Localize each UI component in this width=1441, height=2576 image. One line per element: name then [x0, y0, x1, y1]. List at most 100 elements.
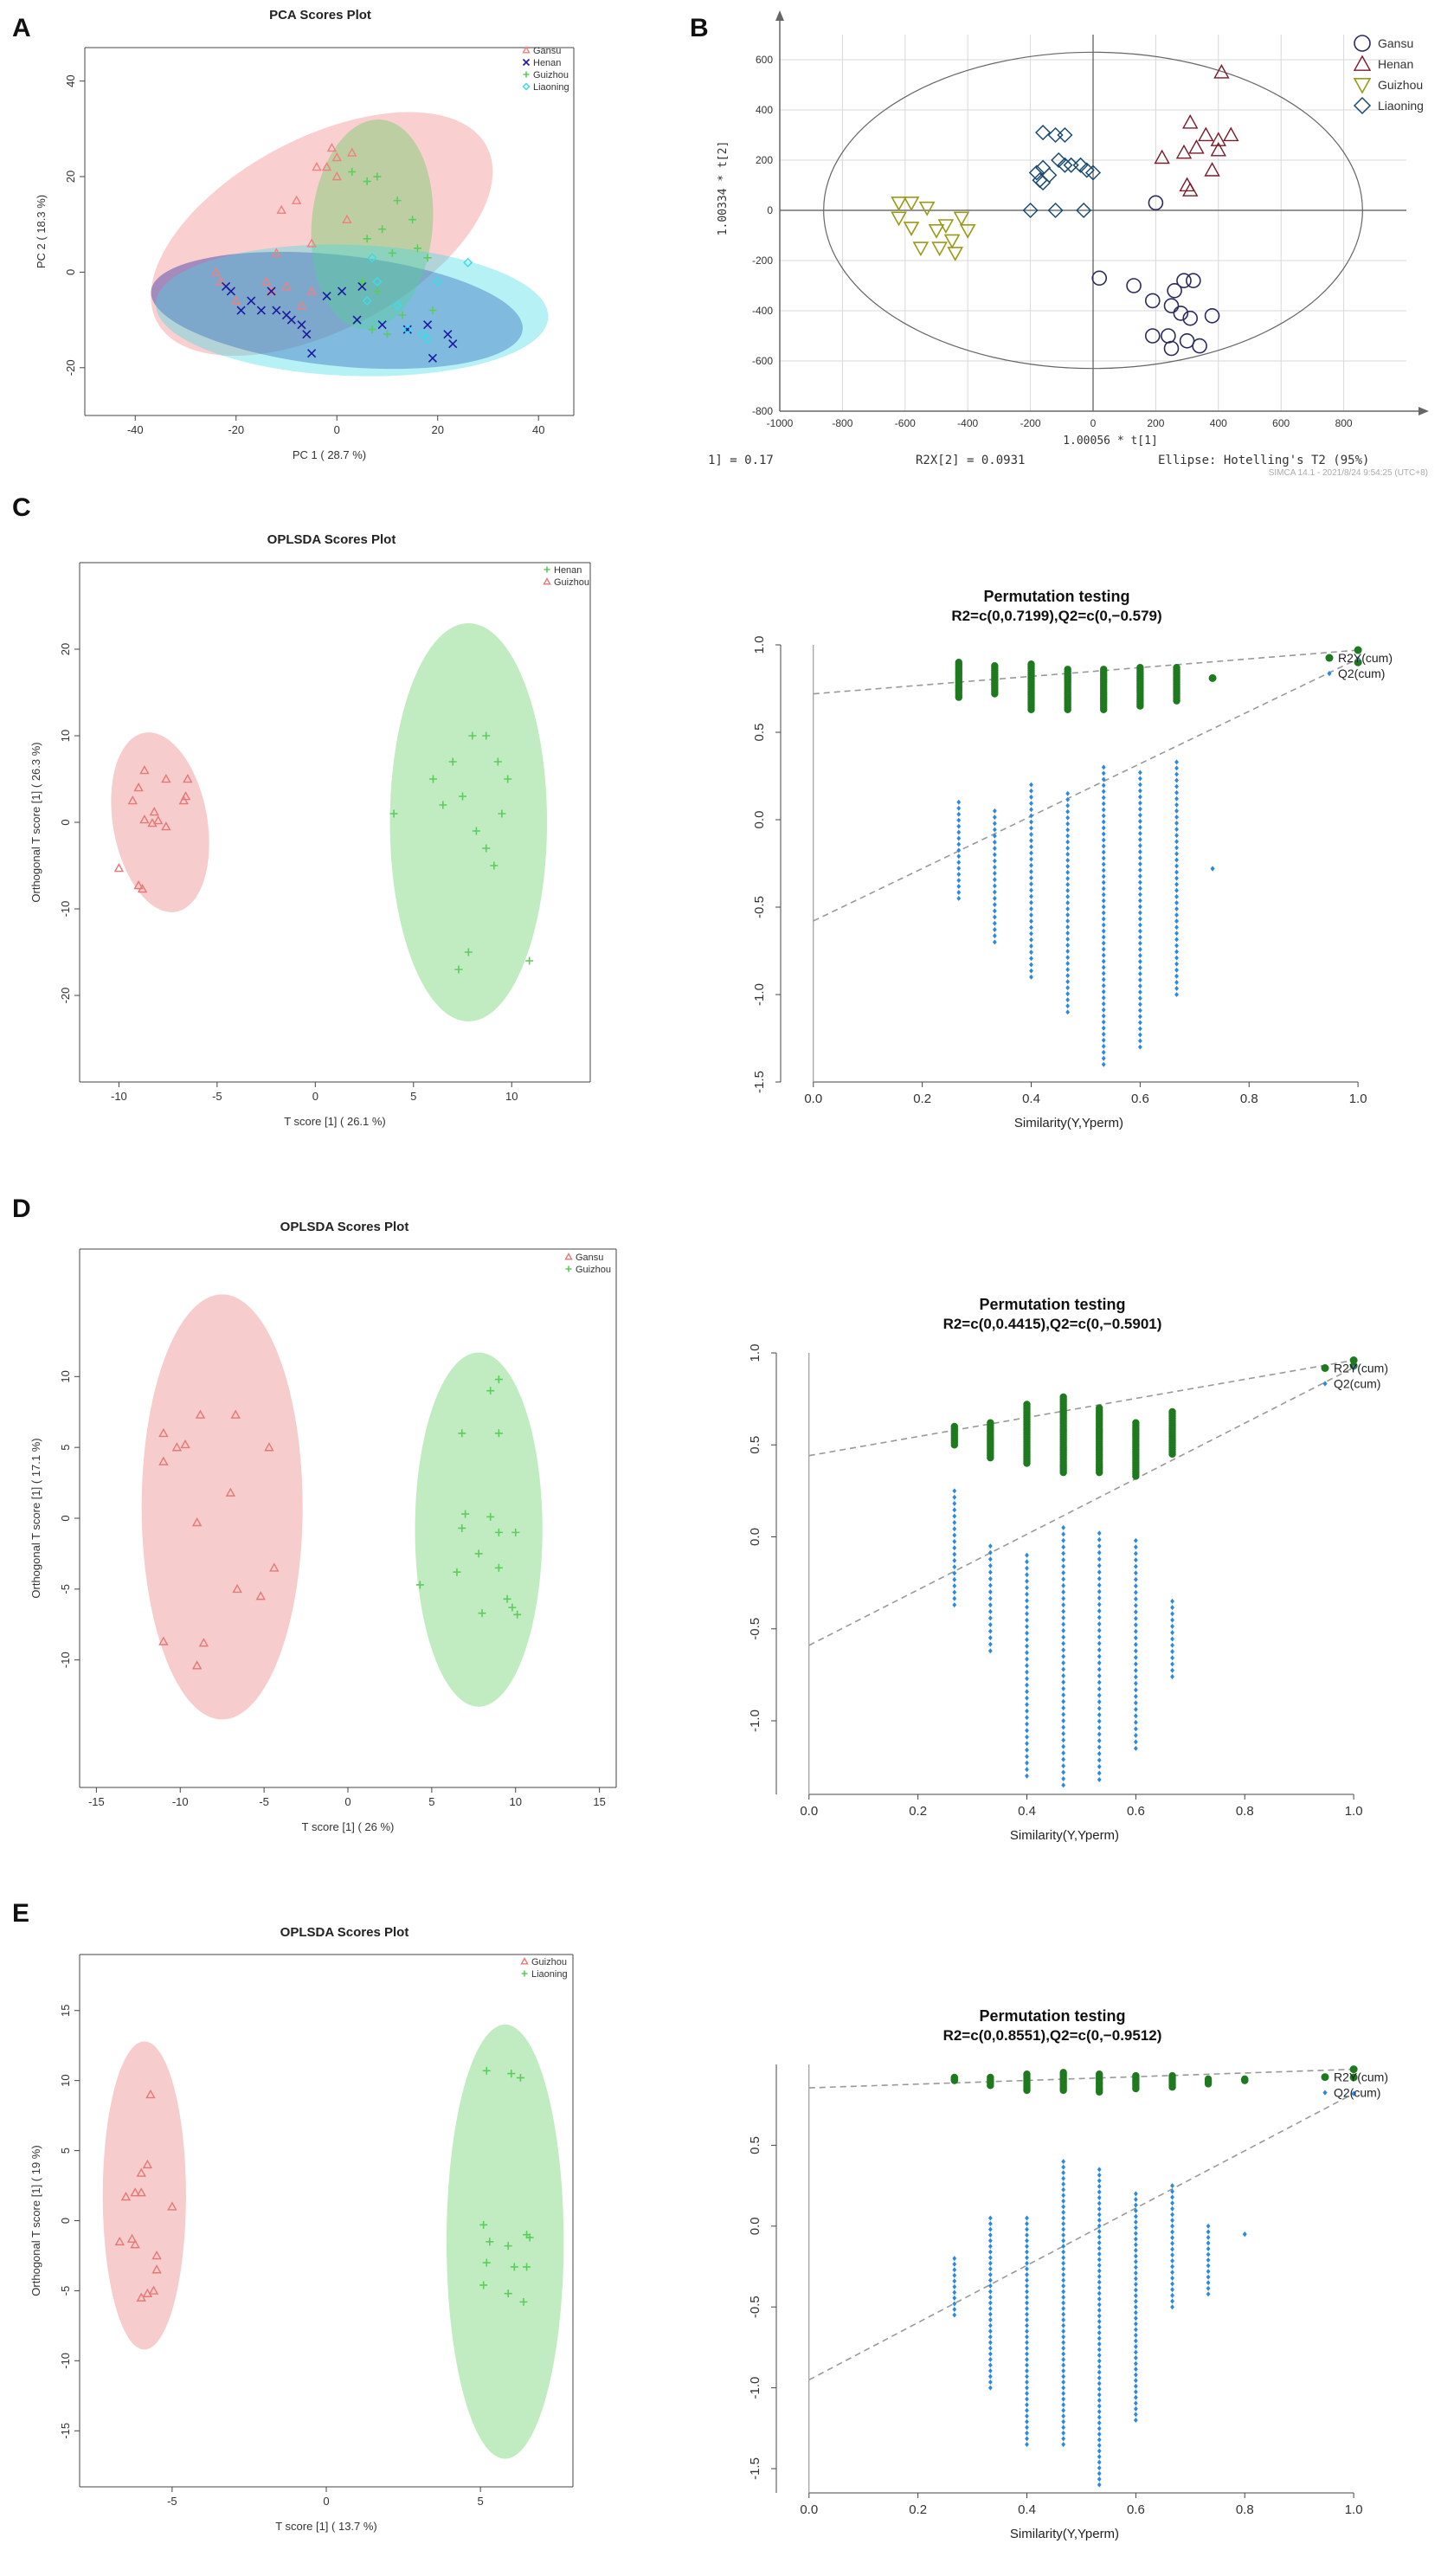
q2-point — [1101, 898, 1106, 904]
x-tick-label: -5 — [259, 1795, 269, 1808]
point-henan — [402, 325, 412, 334]
x-tick-label: 0.8 — [1240, 1092, 1258, 1106]
point-guizhou — [151, 2264, 162, 2274]
q2-point — [1133, 1550, 1138, 1556]
q2-point — [952, 2256, 957, 2262]
point-guizhou — [357, 277, 366, 286]
q2-point — [1170, 2252, 1174, 2258]
q2-point — [1101, 1037, 1106, 1043]
legend-marker-henan — [544, 566, 550, 573]
point-liaoning — [525, 2233, 534, 2242]
r2y-point — [955, 659, 963, 667]
q2-point — [992, 833, 997, 839]
point-gansu — [255, 1591, 266, 1600]
panel-label: E — [12, 1899, 29, 1928]
q2-point — [1061, 2289, 1066, 2295]
q2-point — [1206, 2274, 1211, 2280]
q2-point — [1065, 881, 1071, 887]
q2-point — [952, 1545, 957, 1551]
point-liaoning — [463, 257, 473, 267]
legend-marker-q2 — [1327, 670, 1332, 677]
q2-point — [1097, 1692, 1102, 1698]
x-tick-label: 5 — [410, 1090, 416, 1103]
q2-point — [987, 1608, 993, 1614]
q2-point — [1061, 1602, 1066, 1608]
q2-point — [1061, 2322, 1066, 2328]
q2-point — [1170, 2275, 1174, 2281]
q2-point — [1025, 2385, 1029, 2391]
point-gansu — [321, 162, 332, 171]
q2-point — [1097, 2465, 1102, 2471]
point-guizhou — [458, 1523, 466, 1532]
x-tick-label: 0.2 — [909, 1804, 927, 1819]
q2-point — [1097, 1627, 1102, 1633]
q2-point — [1029, 899, 1033, 905]
point-gansu — [306, 238, 317, 248]
q2-point — [1137, 1038, 1142, 1044]
q2-point — [1101, 819, 1106, 825]
x-tick-label: 10 — [510, 1795, 522, 1808]
q2-point — [956, 872, 962, 878]
point-gansu — [342, 214, 352, 224]
q2-point — [1101, 1001, 1106, 1007]
q2-point — [987, 2367, 993, 2373]
q2-point — [1101, 861, 1106, 867]
q2-point — [987, 2232, 993, 2238]
q2-point — [1025, 2413, 1029, 2419]
point-henan — [1204, 162, 1220, 177]
q2-point — [1097, 2172, 1102, 2178]
point-henan — [1182, 182, 1199, 196]
r2y-point — [1168, 1407, 1176, 1416]
q2-point — [1097, 2302, 1102, 2308]
point-guizhou — [388, 248, 396, 257]
q2-point — [1061, 1743, 1066, 1749]
q2-point — [1097, 1757, 1102, 1763]
y-tick-label: 10 — [59, 2074, 72, 2086]
q2-point — [952, 1576, 957, 1582]
q2-point — [1101, 958, 1106, 964]
q2-point — [1133, 1557, 1138, 1563]
q2-point — [1137, 770, 1142, 776]
q2-point — [1061, 2340, 1066, 2346]
q2-point — [1210, 866, 1215, 872]
q2-point — [1137, 886, 1142, 892]
point-gansu — [312, 162, 322, 171]
q2-point — [1025, 1754, 1029, 1760]
q2-point — [1206, 2229, 1211, 2235]
q2-point — [1174, 924, 1179, 931]
q2-point — [1137, 1001, 1142, 1008]
point-gansu — [231, 295, 241, 305]
legend-label-liaoning: Liaoning — [531, 1969, 568, 1980]
q2-point — [1025, 2367, 1029, 2373]
point-liaoning — [504, 2242, 512, 2251]
y-tick-label: -1.0 — [748, 1710, 762, 1732]
point-gansu — [158, 1636, 169, 1645]
q2-point — [1097, 1569, 1102, 1575]
ellipse-liaoning — [155, 244, 549, 377]
q2-point — [1174, 771, 1179, 777]
q2-point — [1097, 2217, 1102, 2223]
q2-point — [1097, 2183, 1102, 2189]
point-guizhou — [494, 1528, 503, 1536]
q2-point — [1206, 2280, 1211, 2286]
q2-point — [952, 1602, 957, 1608]
r2y-point — [1096, 1404, 1103, 1412]
q2-point — [992, 914, 997, 920]
q2-point — [1097, 2279, 1102, 2285]
q2-point — [1097, 1556, 1102, 1562]
q2-point — [1097, 2285, 1102, 2291]
point-gansu — [261, 276, 272, 286]
q2-point — [1133, 2270, 1138, 2276]
q2-point — [1097, 2200, 1102, 2206]
x-tick-label: -400 — [957, 417, 978, 429]
q2-point — [1061, 2283, 1066, 2289]
r2y-point — [1136, 664, 1144, 672]
q2-point — [987, 2289, 993, 2295]
q2-point — [1097, 2178, 1102, 2184]
point-gansu — [1176, 273, 1192, 289]
q2-point — [1065, 1003, 1071, 1009]
point-liaoning — [1057, 126, 1073, 144]
r2y-point — [1349, 1356, 1358, 1364]
legend-marker-gansu — [564, 1253, 573, 1260]
q2-point — [1025, 1559, 1029, 1565]
